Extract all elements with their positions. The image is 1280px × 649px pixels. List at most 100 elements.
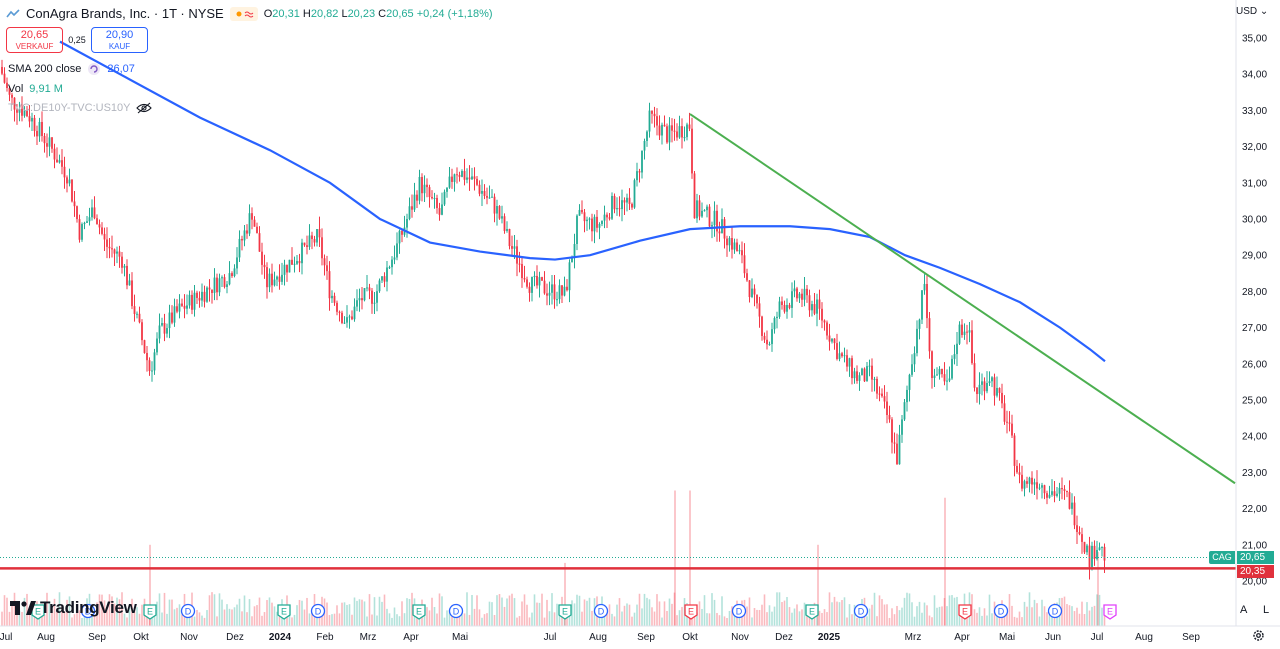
candle-body (456, 174, 458, 176)
sell-button[interactable]: 20,65 VERKAUF (6, 27, 63, 53)
volume-bar (328, 615, 331, 626)
candle-body (1048, 494, 1051, 498)
candle-body (208, 287, 211, 290)
candle-body (308, 235, 311, 247)
dividend-marker[interactable]: D (448, 603, 464, 619)
volume-bar (516, 617, 518, 626)
auto-scale-toggle[interactable]: A (1240, 604, 1248, 616)
candle-body (213, 277, 216, 293)
settings-gear-icon[interactable] (1252, 629, 1265, 642)
volume-bar (821, 612, 823, 626)
dividend-marker[interactable]: D (1047, 603, 1063, 619)
candle-body (738, 250, 741, 252)
earnings-marker[interactable]: E (412, 604, 426, 620)
volume-bar (11, 605, 13, 626)
dividend-marker[interactable]: D (80, 603, 96, 619)
earnings-marker[interactable]: E (1103, 604, 1117, 620)
market-status-pill[interactable] (229, 6, 258, 21)
dividend-marker[interactable]: D (731, 603, 747, 619)
candle-body (186, 305, 188, 309)
volume-bar (1078, 613, 1081, 626)
volume-bar (263, 612, 266, 626)
candle-body (323, 258, 326, 266)
candle-body (811, 304, 813, 311)
symbol-title[interactable]: ConAgra Brands, Inc. · 1T · NYSE (26, 6, 224, 21)
volume-bar (1036, 603, 1038, 626)
volume-bar (796, 604, 798, 626)
candle-body (298, 261, 301, 264)
tradingview-logo[interactable]: TradingView (10, 598, 137, 618)
event-marker-letter: D (1052, 607, 1059, 617)
candle-body (346, 317, 348, 323)
candle-body (946, 380, 948, 382)
dividend-marker[interactable]: D (180, 603, 196, 619)
dividend-marker[interactable]: D (310, 603, 326, 619)
volume-bar (711, 593, 713, 626)
candle-body (496, 206, 498, 214)
buy-button[interactable]: 20,90 KAUF (91, 27, 148, 53)
sma-legend[interactable]: SMA 200 close 26,07 (8, 62, 135, 76)
sma-200-line[interactable] (59, 40, 1106, 363)
earnings-marker[interactable]: E (143, 604, 157, 620)
candle-body (173, 306, 176, 323)
eye-hidden-icon[interactable] (136, 102, 153, 114)
candle-body (311, 235, 313, 240)
volume-bar (1041, 599, 1043, 626)
currency-selector[interactable]: USD ⌄ (1236, 6, 1268, 17)
candle-body (713, 210, 716, 226)
volume-bar (491, 602, 493, 626)
candle-body (521, 264, 523, 279)
earnings-marker[interactable]: E (277, 604, 291, 620)
candle-body (261, 251, 263, 265)
volume-bar (668, 598, 671, 626)
volume-bar (28, 611, 31, 626)
candle-body (506, 228, 508, 231)
candle-body (238, 238, 241, 258)
earnings-marker[interactable]: E (684, 604, 698, 620)
candle-body (258, 233, 261, 252)
candle-body (288, 259, 291, 273)
dividend-marker[interactable]: D (593, 603, 609, 619)
dividend-icon (853, 603, 869, 619)
volume-bar (653, 611, 656, 626)
candle-body (326, 265, 328, 272)
volume-bar (676, 615, 678, 626)
volume-bar (1096, 594, 1098, 626)
candle-body (941, 368, 943, 375)
earnings-marker[interactable]: E (958, 604, 972, 620)
volume-bar (308, 613, 311, 626)
candle-body (851, 358, 853, 379)
spread-series-legend[interactable]: TVC:DE10Y-TVC:US10Y (8, 102, 153, 114)
candle-body (388, 267, 391, 269)
sell-price: 20,65 (20, 29, 49, 41)
candle-body (478, 184, 481, 194)
volume-bar (716, 612, 718, 626)
change-value: +0,24 (+1,18%) (416, 7, 493, 20)
candle-body (303, 242, 306, 246)
candle-body (603, 214, 606, 221)
close-value: 20,65 (386, 7, 414, 20)
volume-bar (238, 598, 241, 626)
volume-label: Vol (8, 83, 24, 95)
volume-legend[interactable]: Vol 9,91 M (8, 83, 63, 95)
candle-body (406, 218, 408, 228)
volume-bar (958, 607, 961, 626)
earnings-marker[interactable]: E (558, 604, 572, 620)
candle-body (841, 353, 843, 357)
x-tick-label: 2024 (269, 632, 292, 643)
dividend-marker[interactable]: D (853, 603, 869, 619)
candle-body (236, 257, 238, 269)
earnings-marker[interactable]: E (31, 604, 45, 620)
cycle-icon[interactable] (87, 62, 101, 76)
candle-body (763, 335, 766, 340)
downtrend-line[interactable] (689, 113, 1236, 485)
candle-body (876, 378, 878, 394)
candle-body (588, 218, 591, 220)
candle-body (313, 239, 316, 243)
earnings-marker[interactable]: E (805, 604, 819, 620)
dividend-marker[interactable]: D (993, 603, 1009, 619)
log-scale-toggle[interactable]: L (1263, 604, 1270, 616)
candle-body (906, 389, 908, 403)
y-tick-label: 25,00 (1242, 396, 1267, 407)
